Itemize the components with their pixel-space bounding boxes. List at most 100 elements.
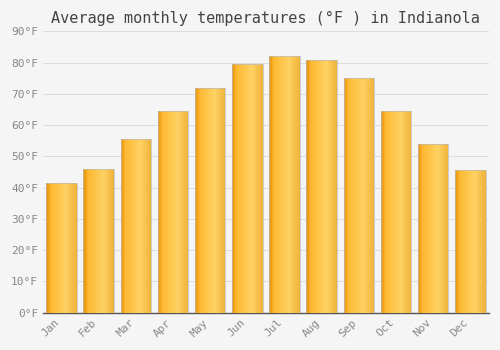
Bar xyxy=(308,60,310,313)
Bar xyxy=(97,169,98,313)
Title: Average monthly temperatures (°F ) in Indianola: Average monthly temperatures (°F ) in In… xyxy=(52,11,480,26)
Bar xyxy=(485,170,486,313)
Bar xyxy=(344,78,345,313)
Bar xyxy=(484,170,485,313)
Bar xyxy=(355,78,356,313)
Bar xyxy=(134,139,135,313)
Bar xyxy=(138,139,139,313)
Bar xyxy=(430,144,431,313)
Bar xyxy=(299,56,300,313)
Bar xyxy=(327,60,328,313)
Bar xyxy=(160,111,161,313)
Bar xyxy=(108,169,110,313)
Bar xyxy=(317,60,318,313)
Bar xyxy=(346,78,348,313)
Bar xyxy=(425,144,426,313)
Bar xyxy=(388,111,389,313)
Bar xyxy=(211,88,212,313)
Bar xyxy=(52,183,53,313)
Bar xyxy=(438,144,439,313)
Bar xyxy=(332,60,333,313)
Bar xyxy=(421,144,422,313)
Bar xyxy=(293,56,294,313)
Bar xyxy=(132,139,133,313)
Bar xyxy=(235,64,236,313)
Bar xyxy=(179,111,180,313)
Bar xyxy=(212,88,213,313)
Bar xyxy=(259,64,260,313)
Bar xyxy=(223,88,224,313)
Bar xyxy=(46,183,47,313)
Bar xyxy=(282,56,283,313)
Bar xyxy=(133,139,134,313)
Bar xyxy=(146,139,148,313)
Bar xyxy=(76,183,77,313)
Bar xyxy=(91,169,92,313)
Bar xyxy=(321,60,322,313)
Bar xyxy=(92,169,94,313)
Bar xyxy=(354,78,355,313)
Bar xyxy=(220,88,221,313)
Bar xyxy=(403,111,404,313)
Bar xyxy=(255,64,256,313)
Bar xyxy=(140,139,141,313)
Bar xyxy=(84,169,85,313)
Bar xyxy=(292,56,293,313)
Bar xyxy=(408,111,409,313)
Bar xyxy=(102,169,104,313)
Bar xyxy=(111,169,112,313)
Bar xyxy=(404,111,405,313)
Bar xyxy=(344,78,374,313)
Bar xyxy=(201,88,202,313)
Bar xyxy=(245,64,246,313)
Bar xyxy=(195,88,226,313)
Bar xyxy=(322,60,323,313)
Bar xyxy=(477,170,478,313)
Bar xyxy=(273,56,274,313)
Bar xyxy=(86,169,88,313)
Bar xyxy=(208,88,210,313)
Bar xyxy=(446,144,447,313)
Bar xyxy=(348,78,349,313)
Bar xyxy=(74,183,76,313)
Bar xyxy=(172,111,173,313)
Bar xyxy=(306,60,337,313)
Bar xyxy=(110,169,111,313)
Bar xyxy=(397,111,398,313)
Bar xyxy=(386,111,387,313)
Bar xyxy=(222,88,223,313)
Bar xyxy=(310,60,311,313)
Bar xyxy=(424,144,425,313)
Bar xyxy=(462,170,464,313)
Bar xyxy=(149,139,150,313)
Bar xyxy=(63,183,64,313)
Bar xyxy=(72,183,73,313)
Bar xyxy=(455,170,486,313)
Bar xyxy=(120,139,151,313)
Bar xyxy=(60,183,61,313)
Bar xyxy=(54,183,56,313)
Bar xyxy=(366,78,367,313)
Bar xyxy=(141,139,142,313)
Bar xyxy=(105,169,106,313)
Bar xyxy=(163,111,164,313)
Bar xyxy=(240,64,242,313)
Bar xyxy=(162,111,163,313)
Bar xyxy=(113,169,114,313)
Bar xyxy=(381,111,382,313)
Bar xyxy=(466,170,468,313)
Bar xyxy=(349,78,350,313)
Bar xyxy=(104,169,105,313)
Bar xyxy=(320,60,321,313)
Bar xyxy=(400,111,402,313)
Bar xyxy=(260,64,261,313)
Bar xyxy=(469,170,470,313)
Bar xyxy=(480,170,481,313)
Bar xyxy=(242,64,243,313)
Bar xyxy=(122,139,123,313)
Bar xyxy=(214,88,215,313)
Bar xyxy=(167,111,168,313)
Bar xyxy=(215,88,216,313)
Bar xyxy=(312,60,314,313)
Bar xyxy=(314,60,315,313)
